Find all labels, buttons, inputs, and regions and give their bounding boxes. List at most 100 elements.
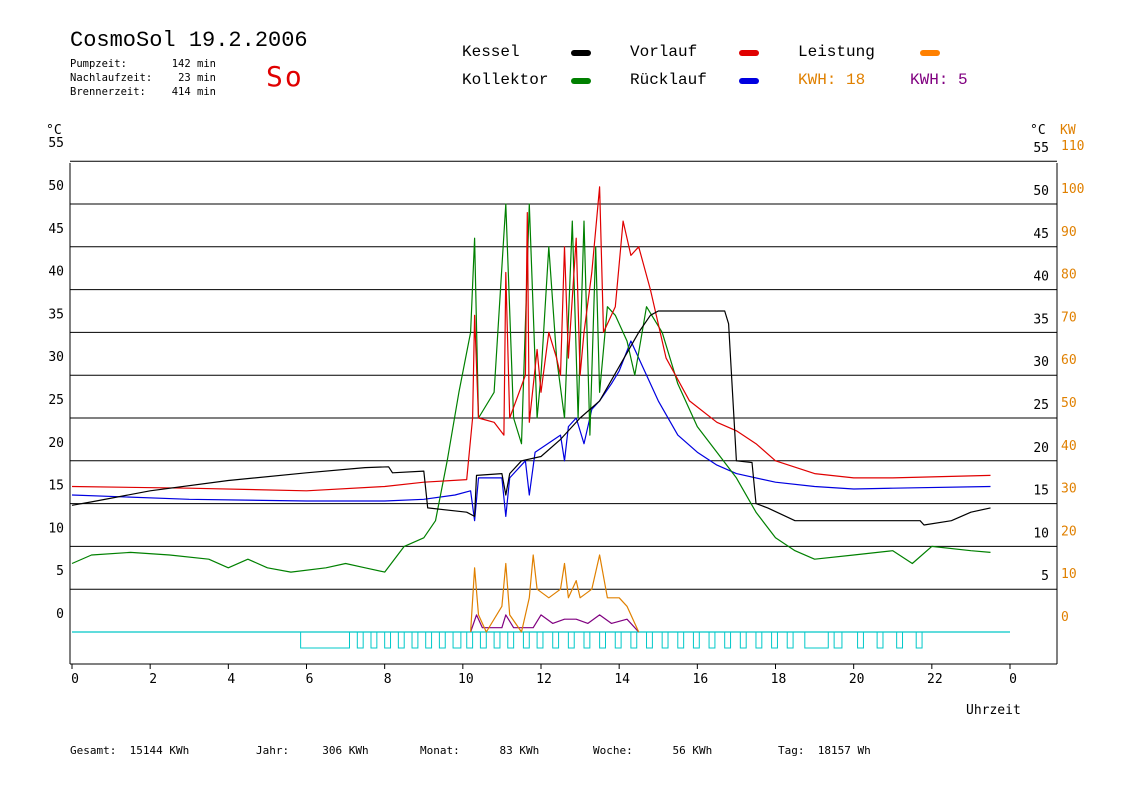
legend-leistung: Leistung xyxy=(798,43,875,61)
y-tick-right2-30: 60 xyxy=(1061,353,1077,368)
pump-bar-19 xyxy=(614,631,622,649)
pump-bar-26 xyxy=(724,631,732,649)
x-axis-label: Uhrzeit xyxy=(966,703,1021,718)
pump-bar-28 xyxy=(755,631,763,649)
footer-gesamt: Gesamt: 15144 KWh xyxy=(70,744,190,757)
chart-axes xyxy=(69,163,1058,665)
series-line-kwh2 xyxy=(470,614,640,633)
chart-lines xyxy=(71,186,1010,633)
x-tick-6: 12 xyxy=(536,672,552,687)
weekday-label: So xyxy=(266,60,304,93)
pump-bar-36 xyxy=(915,631,923,649)
pump-bar-21 xyxy=(646,631,653,649)
y-tick-left-15: 15 xyxy=(48,479,64,494)
legend-ruecklauf: Rücklauf xyxy=(630,71,707,89)
y-axis-right-unit: °C xyxy=(1030,123,1046,138)
y-tick-right-55: 55 xyxy=(1033,141,1049,156)
chart-title: CosmoSol 19.2.2006 xyxy=(70,28,308,53)
footer-monat: Monat: 83 KWh xyxy=(420,744,540,757)
pump-bar-7 xyxy=(438,631,446,649)
pump-bar-11 xyxy=(493,631,501,649)
legend-kessel-swatch xyxy=(571,50,591,56)
y-tick-left-0: 0 xyxy=(56,607,64,622)
pump-bars xyxy=(300,631,923,649)
pump-bar-33 xyxy=(857,631,864,649)
y-tick-left-50: 50 xyxy=(48,179,64,194)
y-tick-right2-50: 100 xyxy=(1061,182,1084,197)
y-tick-right-45: 45 xyxy=(1033,227,1049,242)
x-tick-10: 20 xyxy=(849,672,865,687)
x-tick-0: 0 xyxy=(71,672,79,687)
pump-bar-13 xyxy=(522,631,530,649)
stat-pumpzeit: Pumpzeit: 142 min xyxy=(70,58,216,70)
legend-kwh-2: KWH: 5 xyxy=(910,71,968,89)
pump-bar-16 xyxy=(567,631,575,649)
pump-bar-1 xyxy=(356,631,364,649)
pump-bar-32 xyxy=(833,631,843,649)
series-line-leistung xyxy=(470,554,640,633)
x-tick-7: 14 xyxy=(614,672,630,687)
pump-bar-23 xyxy=(677,631,685,649)
pump-bar-18 xyxy=(599,631,606,649)
y-tick-left-30: 30 xyxy=(48,350,64,365)
legend-kollektor: Kollektor xyxy=(462,71,549,89)
pump-bar-14 xyxy=(536,631,544,649)
pump-bar-15 xyxy=(552,631,560,649)
pump-bar-25 xyxy=(708,631,716,649)
y-tick-right2-10: 20 xyxy=(1061,524,1077,539)
legend-kessel: Kessel xyxy=(462,43,520,61)
pump-bar-0 xyxy=(300,631,350,649)
y-tick-right2-20: 40 xyxy=(1061,439,1077,454)
y-tick-right-40: 40 xyxy=(1033,270,1049,285)
pump-bar-24 xyxy=(692,631,700,649)
legend-leistung-swatch xyxy=(920,50,940,56)
pump-bar-31 xyxy=(804,631,829,649)
y-tick-right2-5: 10 xyxy=(1061,567,1077,582)
y-tick-right2-45: 90 xyxy=(1061,225,1077,240)
pump-bar-3 xyxy=(384,631,392,649)
pump-bar-17 xyxy=(583,631,591,649)
x-tick-12: 0 xyxy=(1009,672,1017,687)
pump-bar-5 xyxy=(411,631,419,649)
stat-brennerzeit: Brennerzeit: 414 min xyxy=(70,86,216,98)
y-tick-left-55: 55 xyxy=(48,136,64,151)
footer-tag: Tag: 18157 Wh xyxy=(778,744,871,757)
x-tick-3: 6 xyxy=(306,672,314,687)
stat-nachlaufzeit: Nachlaufzeit: 23 min xyxy=(70,72,216,84)
series-line-kollektor xyxy=(71,203,991,573)
footer-woche: Woche: 56 KWh xyxy=(593,744,713,757)
pump-bar-6 xyxy=(425,631,433,649)
pump-bar-4 xyxy=(397,631,405,649)
y-tick-right2-15: 30 xyxy=(1061,482,1077,497)
y-tick-right-20: 20 xyxy=(1033,441,1049,456)
pump-bar-9 xyxy=(466,631,474,649)
footer-jahr: Jahr: 306 KWh xyxy=(256,744,369,757)
y-tick-left-25: 25 xyxy=(48,393,64,408)
chart-grid xyxy=(70,160,1057,590)
series-line-vorlauf xyxy=(71,186,991,492)
x-tick-2: 4 xyxy=(227,672,235,687)
legend-kwh-1: KWH: 18 xyxy=(798,71,866,89)
legend-ruecklauf-swatch xyxy=(739,78,759,84)
x-tick-1: 2 xyxy=(149,672,157,687)
x-tick-9: 18 xyxy=(771,672,787,687)
legend-kollektor-swatch xyxy=(571,78,591,84)
pump-bar-22 xyxy=(661,631,669,649)
pump-bar-20 xyxy=(630,631,638,649)
x-tick-4: 8 xyxy=(384,672,392,687)
pump-bar-29 xyxy=(771,631,778,649)
x-tick-5: 10 xyxy=(458,672,474,687)
pump-bar-10 xyxy=(479,631,487,649)
pump-bar-35 xyxy=(896,631,904,649)
series-line-kessel xyxy=(71,310,991,526)
y-tick-right2-35: 70 xyxy=(1061,310,1077,325)
y-tick-right-30: 30 xyxy=(1033,355,1049,370)
y-tick-right2-55: 110 xyxy=(1061,139,1084,154)
y-tick-right-5: 5 xyxy=(1041,569,1049,584)
y-tick-right-35: 35 xyxy=(1033,312,1049,327)
legend-vorlauf-swatch xyxy=(739,50,759,56)
pump-bar-34 xyxy=(876,631,884,649)
y-tick-left-40: 40 xyxy=(48,265,64,280)
series-line-r-cklauf xyxy=(71,340,991,522)
